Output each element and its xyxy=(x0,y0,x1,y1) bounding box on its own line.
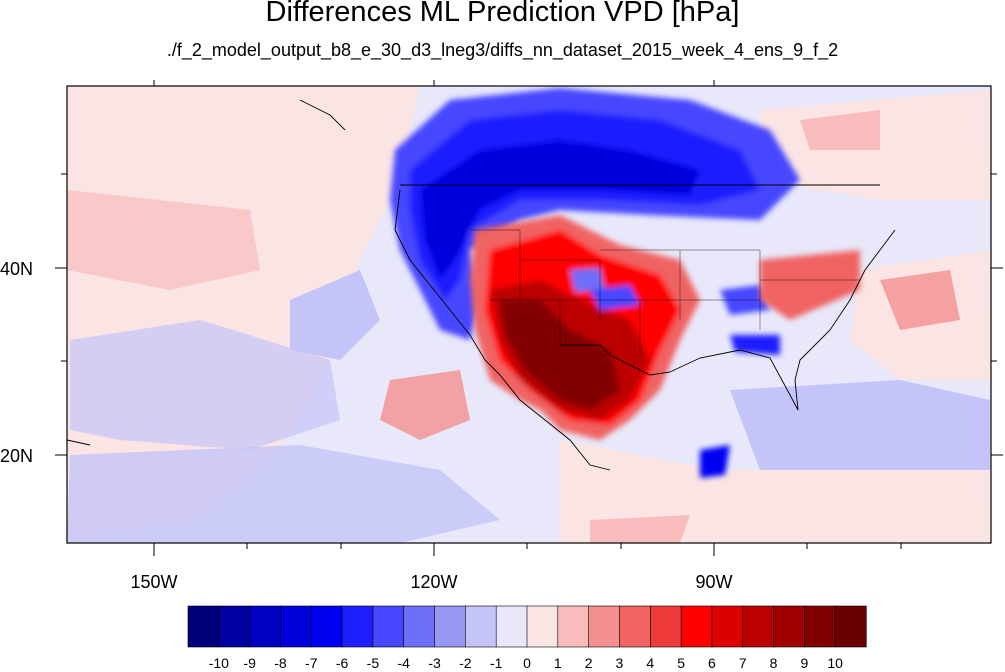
vpd-difference-field xyxy=(67,86,991,543)
colorbar-label: -6 xyxy=(336,655,349,671)
colorbar-label: -4 xyxy=(398,655,411,671)
colorbar-labels: -10 -9 -8 -7 -6 -5 -4 -3 -2 -1 0 1 2 3 4 5 6 7 8 9 10 xyxy=(209,655,843,671)
map-title: Differences ML Prediction VPD [hPa] xyxy=(265,0,740,28)
colorbar-swatch xyxy=(834,605,867,648)
lon-label-90w: 90W xyxy=(695,572,732,592)
colorbar-swatch xyxy=(465,605,497,648)
colorbar-label: 1 xyxy=(554,655,562,671)
colorbar-swatch xyxy=(804,605,836,648)
colorbar-label: -9 xyxy=(243,655,256,671)
colorbar-swatch xyxy=(711,605,744,648)
colorbar-swatch xyxy=(588,605,621,648)
colorbar-swatch xyxy=(526,605,559,648)
colorbar-swatch xyxy=(249,605,282,648)
colorbar-swatch xyxy=(403,605,436,648)
colorbar-label: 0 xyxy=(523,655,531,671)
colorbar-label: -10 xyxy=(209,655,229,671)
colorbar-label: -5 xyxy=(367,655,380,671)
colorbar-swatch xyxy=(495,605,528,648)
map-subtitle: ./f_2_model_output_b8_e_30_d3_lneg3/diff… xyxy=(166,40,839,60)
colorbar xyxy=(187,605,867,648)
lon-label-120w: 120W xyxy=(410,572,457,592)
colorbar-label: 7 xyxy=(739,655,747,671)
colorbar-label: 3 xyxy=(616,655,624,671)
colorbar-swatch xyxy=(557,605,590,648)
colorbar-label: -2 xyxy=(459,655,472,671)
colorbar-label: -3 xyxy=(428,655,441,671)
lon-label-150w: 150W xyxy=(130,572,177,592)
colorbar-label: 8 xyxy=(770,655,778,671)
colorbar-label: 6 xyxy=(708,655,716,671)
colorbar-swatch xyxy=(680,605,713,648)
colorbar-swatch xyxy=(187,605,220,648)
lat-label-20n: 20N xyxy=(0,446,33,466)
colorbar-swatch xyxy=(619,605,651,648)
lat-label-40n: 40N xyxy=(0,259,33,279)
axis-ticks xyxy=(55,80,1003,556)
coastline xyxy=(67,99,896,471)
colorbar-swatch xyxy=(310,605,343,648)
colorbar-label: 4 xyxy=(646,655,654,671)
colorbar-swatch xyxy=(341,605,374,648)
colorbar-swatch xyxy=(280,605,312,648)
colorbar-label: -7 xyxy=(305,655,318,671)
colorbar-swatch xyxy=(434,605,466,648)
state-borders xyxy=(470,229,860,355)
colorbar-label: 9 xyxy=(800,655,808,671)
colorbar-swatch xyxy=(742,605,775,648)
colorbar-swatch xyxy=(649,605,682,648)
colorbar-label: 5 xyxy=(677,655,685,671)
colorbar-swatch xyxy=(372,605,405,648)
colorbar-swatch xyxy=(773,605,805,648)
colorbar-swatch xyxy=(218,605,251,648)
colorbar-label: 2 xyxy=(585,655,593,671)
colorbar-label: -1 xyxy=(490,655,503,671)
colorbar-label: 10 xyxy=(827,655,843,671)
colorbar-label: -8 xyxy=(274,655,287,671)
map-frame xyxy=(66,85,992,544)
